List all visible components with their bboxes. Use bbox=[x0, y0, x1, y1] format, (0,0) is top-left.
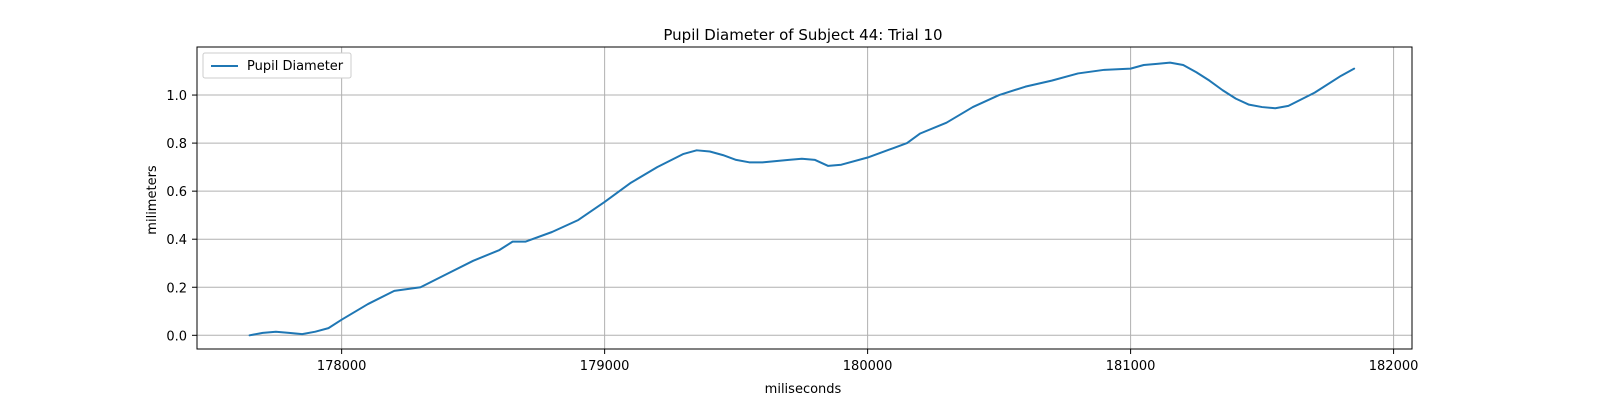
grid-lines bbox=[197, 47, 1412, 349]
y-tick-label: 0.0 bbox=[166, 329, 187, 344]
y-tick-label: 1.0 bbox=[166, 89, 187, 104]
x-tick-label: 180000 bbox=[843, 359, 893, 374]
y-axis-label: milimeters bbox=[145, 165, 160, 235]
legend-box bbox=[202, 52, 352, 79]
y-tick-label: 0.8 bbox=[166, 137, 187, 152]
x-axis-label: miliseconds bbox=[765, 382, 842, 397]
y-tick-label: 0.6 bbox=[166, 185, 187, 200]
tick-labels: 178000 179000 180000 181000 182000 0.0 0.2 0.4 0… bbox=[166, 89, 1418, 374]
x-tick-label: 178000 bbox=[317, 359, 367, 374]
x-tick-label: 181000 bbox=[1106, 359, 1156, 374]
x-tick-label: 182000 bbox=[1369, 359, 1419, 374]
legend: Pupil Diameter bbox=[202, 52, 352, 79]
chart-title: Pupil Diameter of Subject 44: Trial 10 bbox=[663, 26, 942, 44]
y-tick-label: 0.4 bbox=[166, 233, 187, 248]
y-tick-label: 0.2 bbox=[166, 281, 187, 296]
x-tick-label: 179000 bbox=[580, 359, 630, 374]
legend-label: Pupil Diameter bbox=[247, 59, 344, 74]
series-line-pupil-diameter bbox=[248, 61, 1356, 337]
axes bbox=[192, 46, 1413, 354]
plot-frame bbox=[196, 46, 1413, 350]
plot-area bbox=[248, 61, 1356, 337]
